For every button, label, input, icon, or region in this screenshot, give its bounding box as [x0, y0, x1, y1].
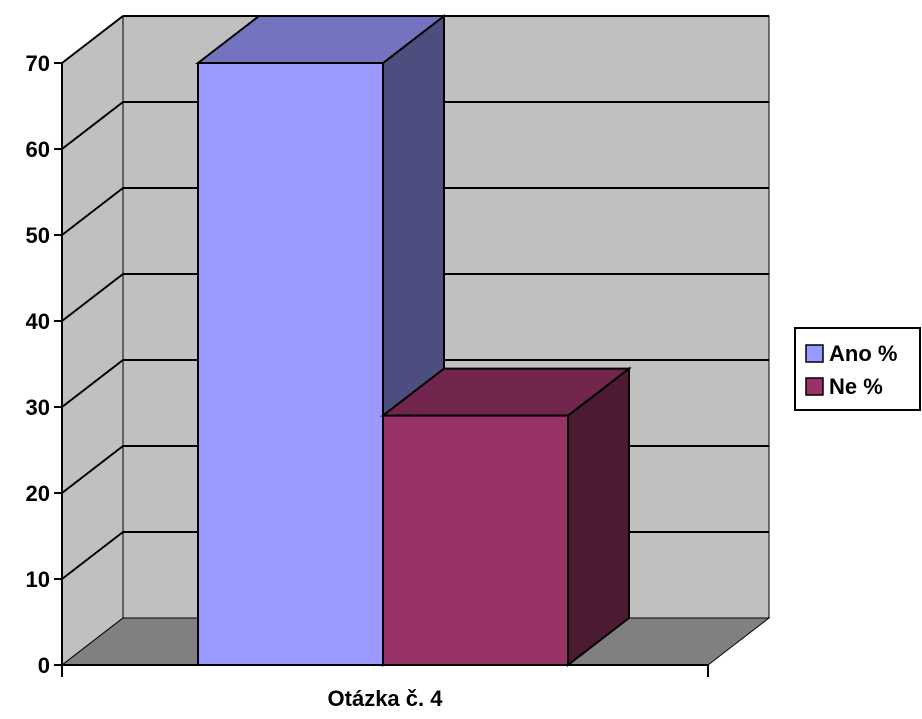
side-wall	[61, 14, 124, 667]
legend-swatch-ne	[805, 377, 824, 396]
y-axis-tick-labels: 0 10 20 30 40 50 60 70	[26, 51, 50, 678]
bar-ne	[380, 366, 632, 668]
bar-front-face	[197, 62, 384, 666]
y-tick-label: 10	[26, 567, 50, 592]
legend-box	[794, 327, 921, 411]
legend: Ano % Ne %	[794, 327, 921, 411]
legend-label-ne: Ne %	[829, 374, 883, 399]
legend-swatch-ano	[805, 344, 824, 363]
gridline-side	[61, 15, 124, 64]
y-tick-label: 20	[26, 481, 50, 506]
bar-ano	[195, 13, 447, 668]
bars	[195, 13, 632, 668]
bar-side-face	[567, 366, 630, 668]
x-category-label: Otázka č. 4	[328, 686, 444, 711]
y-tick-label: 70	[26, 51, 50, 76]
gridline-side	[61, 359, 124, 408]
legend-label-ano: Ano %	[829, 341, 897, 366]
gridline-side	[61, 531, 124, 580]
y-tick-label: 40	[26, 309, 50, 334]
y-tick-label: 0	[38, 653, 50, 678]
bar-front-face	[382, 414, 569, 666]
gridline-side	[61, 187, 124, 236]
y-tick-label: 60	[26, 137, 50, 162]
gridline-side	[61, 273, 124, 322]
gridline-side	[61, 101, 124, 150]
y-tick-label: 50	[26, 223, 50, 248]
gridline-side	[61, 445, 124, 494]
y-tick-label: 30	[26, 395, 50, 420]
